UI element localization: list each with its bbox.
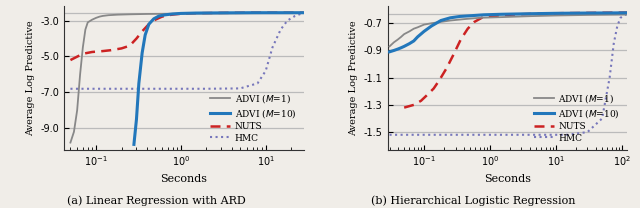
Y-axis label: Average Log Predictive: Average Log Predictive [349,20,358,136]
X-axis label: Seconds: Seconds [161,174,207,184]
Text: (a) Linear Regression with ARD: (a) Linear Regression with ARD [67,195,246,206]
Text: (b) Hierarchical Logistic Regression: (b) Hierarchical Logistic Regression [371,195,576,206]
X-axis label: Seconds: Seconds [484,174,531,184]
Legend: ADVI ($M$=1), ADVI ($M$=10), NUTS, HMC: ADVI ($M$=1), ADVI ($M$=10), NUTS, HMC [207,89,299,145]
Legend: ADVI ($M$=1), ADVI ($M$=10), NUTS, HMC: ADVI ($M$=1), ADVI ($M$=10), NUTS, HMC [531,89,623,145]
Y-axis label: Average Log Predictive: Average Log Predictive [26,20,35,136]
